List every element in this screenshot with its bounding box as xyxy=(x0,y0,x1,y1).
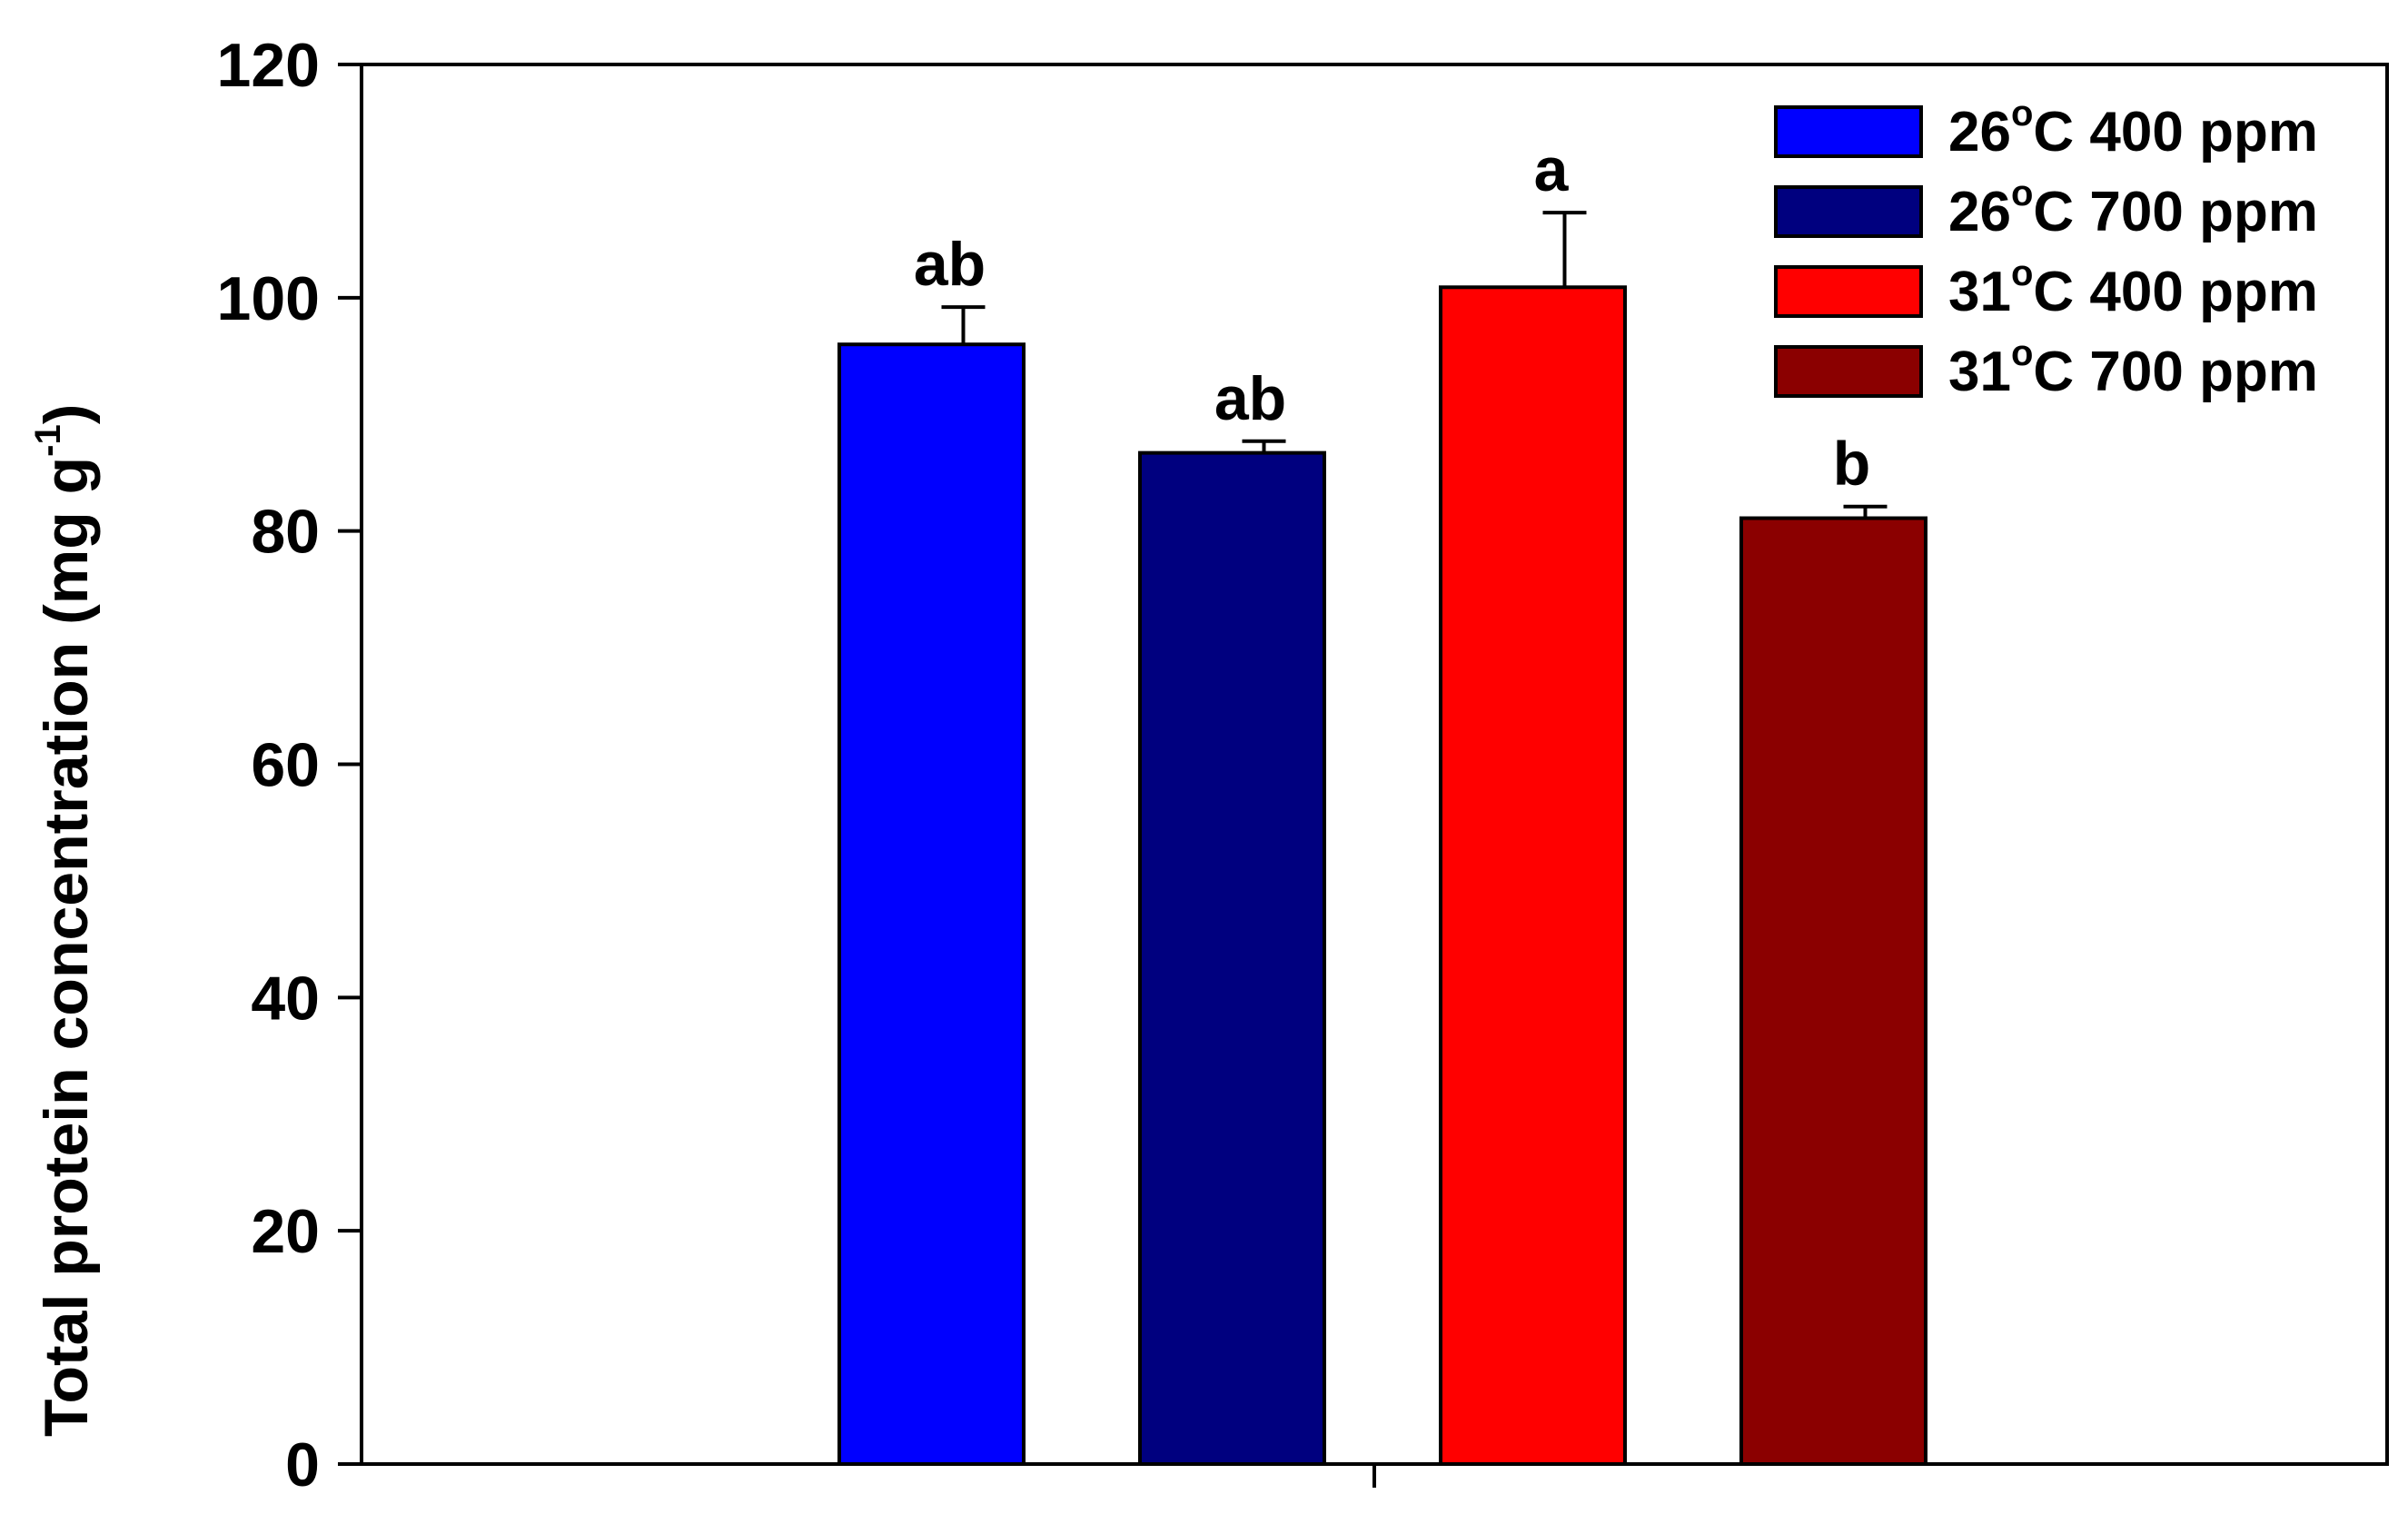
y-axis-title-superscript: -1 xyxy=(28,424,68,457)
significance-label: a xyxy=(1534,135,1570,204)
legend-label: 31oC 700 ppm xyxy=(1948,333,2318,403)
y-axis-title: Total protein concentration (mg g-1) xyxy=(28,404,101,1437)
y-axis-title-group: Total protein concentration (mg g-1) xyxy=(28,404,101,1437)
y-tick-label: 60 xyxy=(251,731,320,800)
legend-label: 31oC 400 ppm xyxy=(1948,253,2318,323)
legend: 26oC 400 ppm 26oC 700 ppm 31oC 400 ppm 31oC… xyxy=(1774,94,2318,403)
legend-swatch xyxy=(1774,265,1923,318)
y-ticks: 0 20 40 60 80 100 120 xyxy=(217,31,362,1499)
y-tick-label: 0 xyxy=(285,1430,320,1499)
significance-label: ab xyxy=(1214,364,1286,433)
legend-label: 26oC 700 ppm xyxy=(1948,173,2318,243)
y-tick-label: 40 xyxy=(251,964,320,1033)
bar xyxy=(1439,285,1627,1466)
legend-swatch xyxy=(1774,345,1923,398)
y-tick-label: 100 xyxy=(217,264,320,333)
y-tick-label: 20 xyxy=(251,1197,320,1266)
y-tick-label: 80 xyxy=(251,498,320,567)
bar xyxy=(1138,450,1326,1467)
legend-label: 26oC 400 ppm xyxy=(1948,94,2318,163)
y-axis-title-main: Total protein concentration (mg g xyxy=(32,457,101,1437)
legend-swatch xyxy=(1774,185,1923,238)
y-axis-title-close: ) xyxy=(32,404,101,425)
bar xyxy=(1739,516,1927,1466)
significance-label: ab xyxy=(914,230,986,299)
bar xyxy=(837,342,1026,1467)
significance-label: b xyxy=(1833,430,1871,499)
legend-swatch xyxy=(1774,105,1923,158)
y-tick-label: 120 xyxy=(217,31,320,100)
